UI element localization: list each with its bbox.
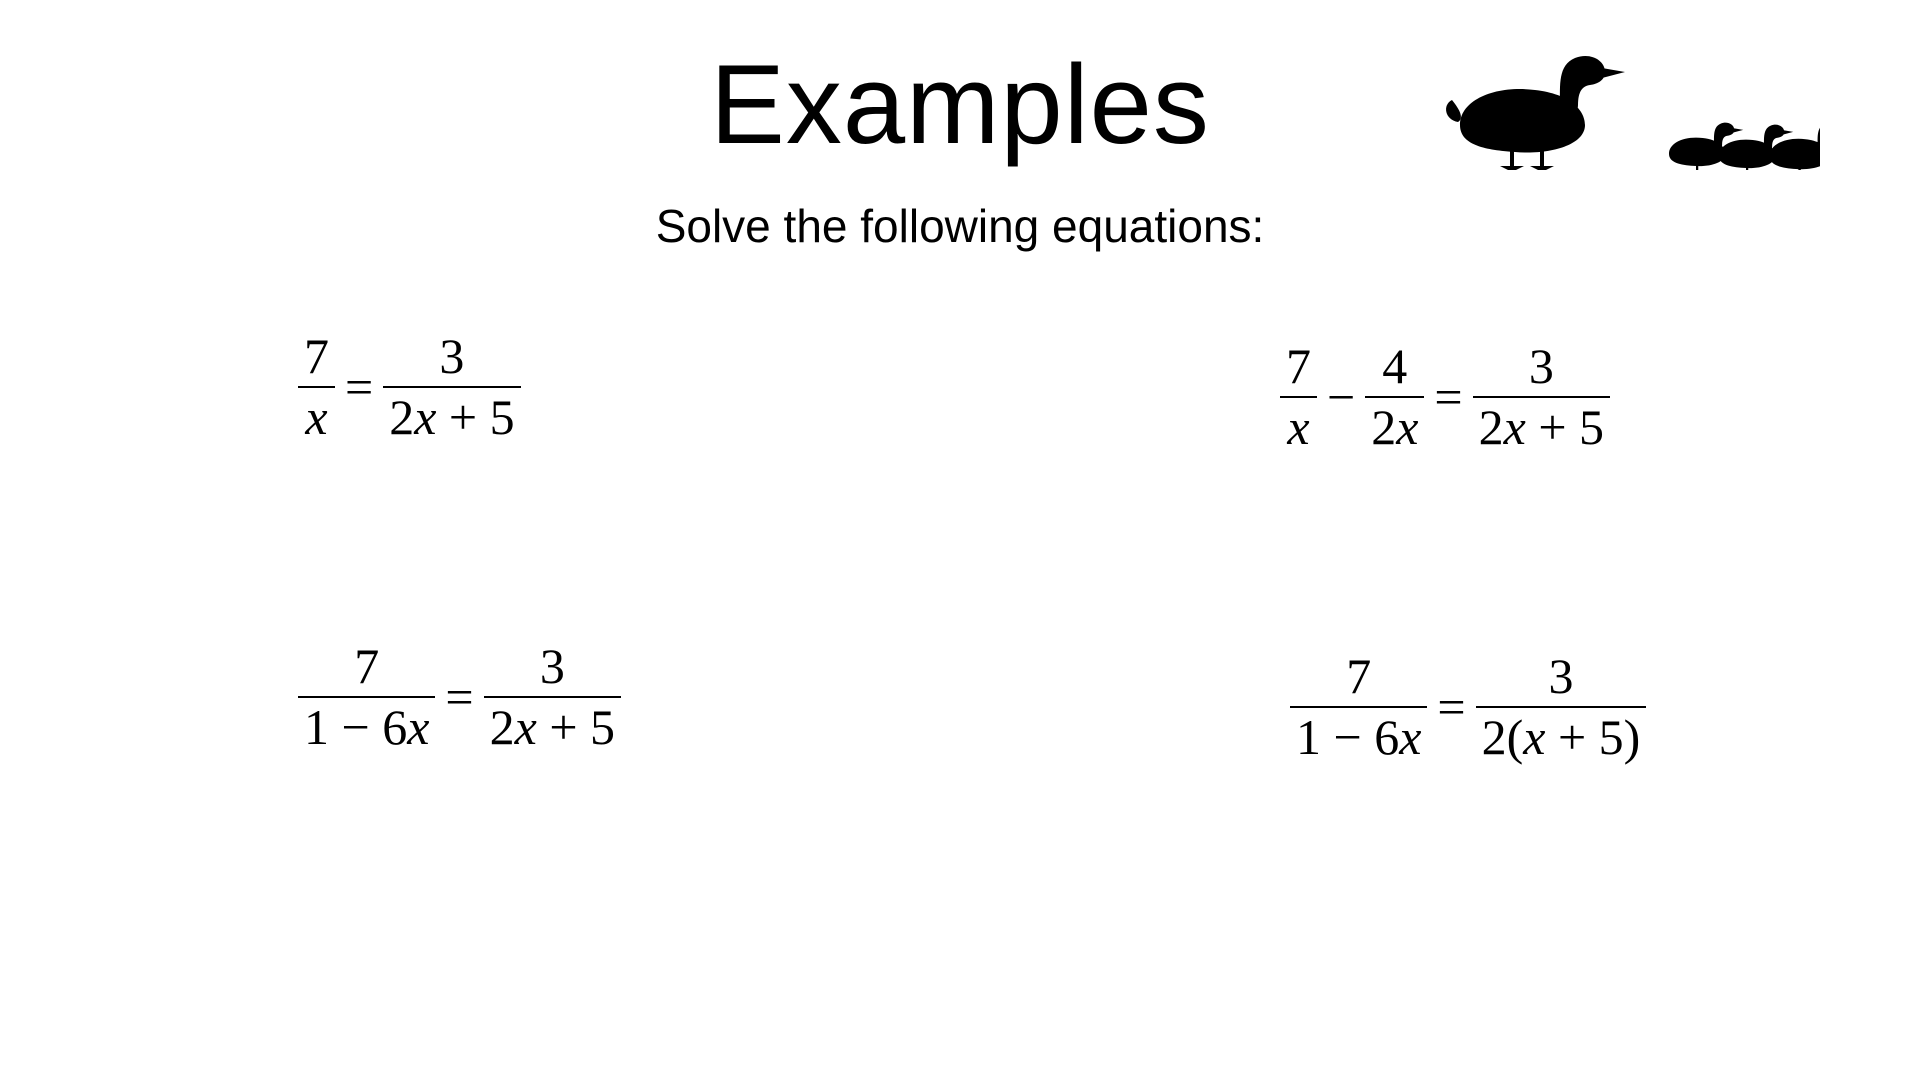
equation-4: 7 1 − 6x = 3 2(x + 5) [1290,650,1646,763]
fraction: 3 2x + 5 [1473,340,1610,453]
fraction: 7 x [1280,340,1317,453]
equals-sign: = [1424,368,1472,426]
fraction: 3 2x + 5 [484,640,621,753]
denominator: 2x + 5 [1473,401,1610,454]
fraction: 7 1 − 6x [1290,650,1427,763]
minus-sign: − [1317,368,1365,426]
duck-family-icon [1440,50,1820,170]
fraction-bar [1290,706,1427,708]
slide-subtitle: Solve the following equations: [0,199,1920,253]
fraction: 7 1 − 6x [298,640,435,753]
fraction-bar [298,386,335,388]
fraction: 7 x [298,330,335,443]
denominator: 1 − 6x [1290,711,1427,764]
denominator: 2x + 5 [383,391,520,444]
fraction-bar [1473,396,1610,398]
fraction-bar [1365,396,1424,398]
numerator: 7 [1280,340,1317,393]
numerator: 3 [1542,650,1579,703]
equals-sign: = [335,358,383,416]
fraction: 3 2x + 5 [383,330,520,443]
equals-sign: = [1427,678,1475,736]
numerator: 7 [1340,650,1377,703]
equals-sign: = [435,668,483,726]
fraction: 3 2(x + 5) [1476,650,1647,763]
numerator: 4 [1376,340,1413,393]
denominator: x [299,391,333,444]
numerator: 7 [298,330,335,383]
equation-1: 7 x = 3 2x + 5 [298,330,521,443]
numerator: 7 [348,640,385,693]
fraction-bar [1280,396,1317,398]
denominator: 1 − 6x [298,701,435,754]
fraction-bar [298,696,435,698]
numerator: 3 [1523,340,1560,393]
equation-2: 7 x − 4 2x = 3 2x + 5 [1280,340,1610,453]
denominator: 2(x + 5) [1476,711,1647,764]
fraction: 4 2x [1365,340,1424,453]
numerator: 3 [433,330,470,383]
denominator: 2x [1365,401,1424,454]
numerator: 3 [534,640,571,693]
denominator: x [1281,401,1315,454]
equation-3: 7 1 − 6x = 3 2x + 5 [298,640,621,753]
slide: Examples Solve the following equations: [0,0,1920,1080]
fraction-bar [484,696,621,698]
fraction-bar [1476,706,1647,708]
denominator: 2x + 5 [484,701,621,754]
fraction-bar [383,386,520,388]
